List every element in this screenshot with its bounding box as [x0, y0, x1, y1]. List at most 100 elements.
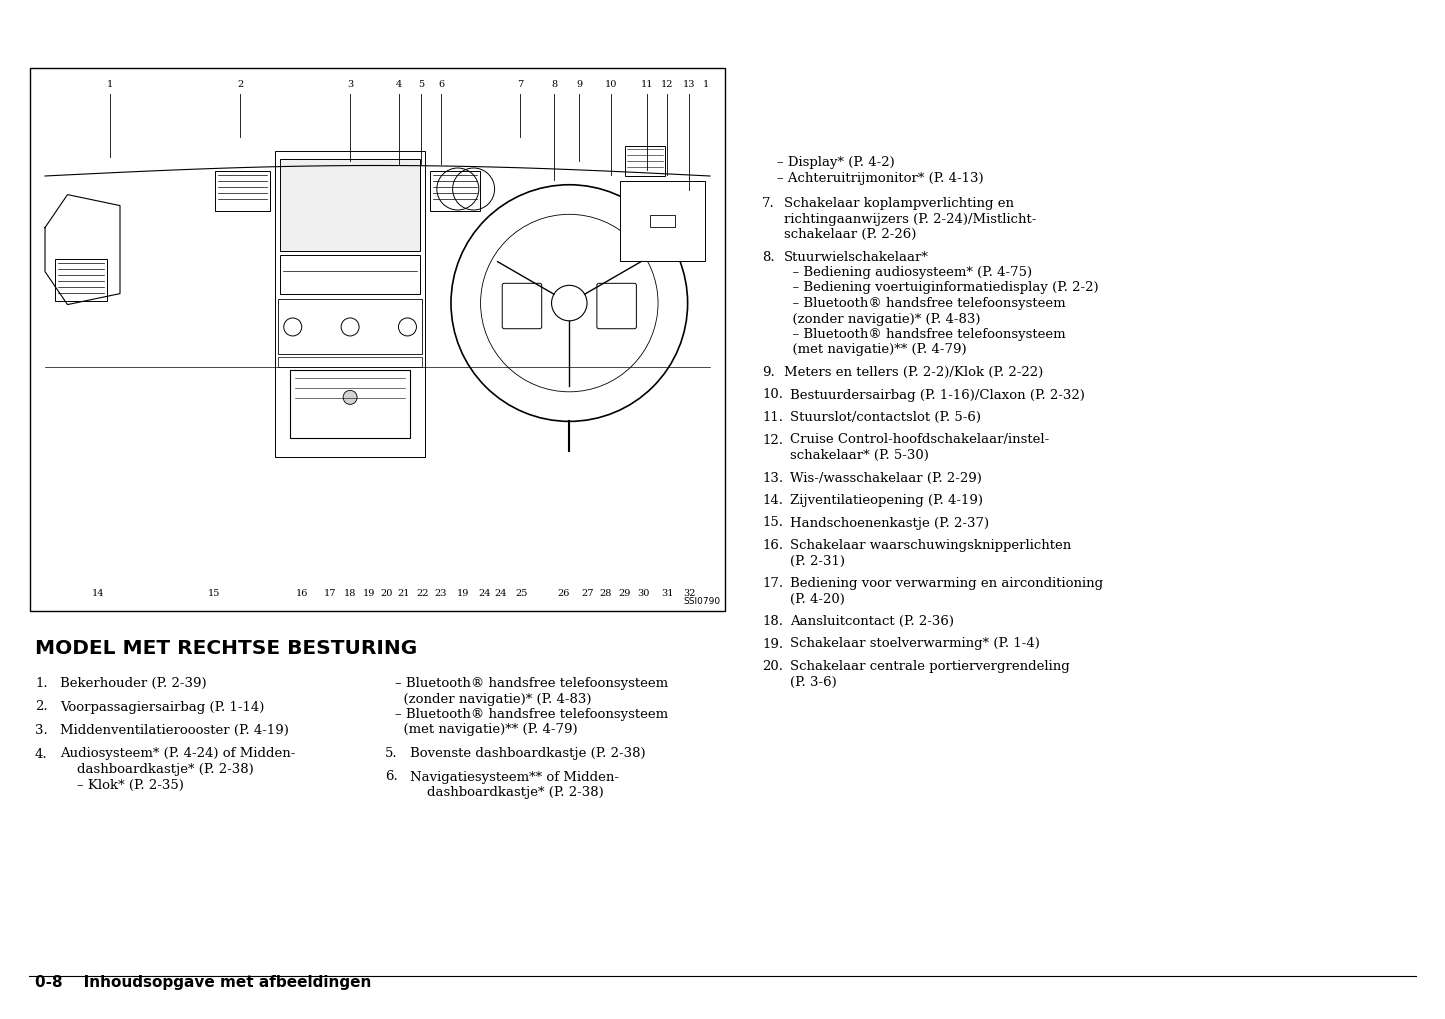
Text: 19.: 19. [762, 638, 783, 650]
Bar [55, 259, 107, 301]
Text: 19: 19 [363, 589, 376, 597]
Text: 30: 30 [637, 589, 649, 597]
Text: – Bluetooth® handsfree telefoonsysteem: – Bluetooth® handsfree telefoonsysteem [785, 328, 1065, 341]
Text: dashboardkastje* (P. 2-38): dashboardkastje* (P. 2-38) [61, 763, 254, 776]
Text: (P. 2-31): (P. 2-31) [790, 554, 845, 568]
Bar [626, 146, 665, 176]
Text: 6: 6 [438, 79, 444, 89]
Text: 20: 20 [381, 589, 393, 597]
Text: Bekerhouder (P. 2-39): Bekerhouder (P. 2-39) [61, 677, 207, 690]
Text: 10: 10 [605, 79, 617, 89]
Text: 7: 7 [517, 79, 523, 89]
Text: – Bluetooth® handsfree telefoonsysteem: – Bluetooth® handsfree telefoonsysteem [394, 708, 668, 721]
Text: 14.: 14. [762, 494, 783, 507]
Bar [277, 358, 422, 368]
Text: 21: 21 [397, 589, 410, 597]
Text: 3: 3 [347, 79, 353, 89]
Text: 17.: 17. [762, 577, 783, 590]
Bar [620, 181, 705, 261]
Text: 20.: 20. [762, 660, 783, 673]
Text: 6.: 6. [384, 770, 397, 784]
Text: 9.: 9. [762, 366, 775, 379]
Text: 11.: 11. [762, 411, 783, 424]
Text: Schakelaar centrale portiervergrendeling: Schakelaar centrale portiervergrendeling [790, 660, 1069, 673]
Text: Bediening voor verwarming en airconditioning: Bediening voor verwarming en airconditio… [790, 577, 1103, 590]
Text: 10.: 10. [762, 388, 783, 401]
Text: SSI0790: SSI0790 [683, 597, 720, 606]
Text: schakelaar* (P. 5-30): schakelaar* (P. 5-30) [790, 449, 929, 462]
Text: 23: 23 [435, 589, 448, 597]
FancyBboxPatch shape [503, 283, 542, 329]
Text: 24: 24 [494, 589, 507, 597]
Bar [275, 151, 425, 457]
Text: 14: 14 [91, 589, 104, 597]
Text: Stuurslot/contactslot (P. 5-6): Stuurslot/contactslot (P. 5-6) [790, 411, 981, 424]
Text: 29: 29 [618, 589, 631, 597]
Text: Stuurwielschakelaar*: Stuurwielschakelaar* [785, 251, 929, 264]
Text: Aansluitcontact (P. 2-36): Aansluitcontact (P. 2-36) [790, 615, 954, 628]
Text: – Bluetooth® handsfree telefoonsysteem: – Bluetooth® handsfree telefoonsysteem [394, 677, 668, 690]
Bar [280, 159, 420, 251]
Text: 15.: 15. [762, 517, 783, 530]
Bar [215, 171, 270, 211]
Text: 22: 22 [416, 589, 429, 597]
Text: Audiosysteem* (P. 4-24) of Midden-: Audiosysteem* (P. 4-24) of Midden- [61, 748, 295, 760]
Text: 1: 1 [702, 79, 709, 89]
Text: 8.: 8. [762, 251, 775, 264]
Text: – Bluetooth® handsfree telefoonsysteem: – Bluetooth® handsfree telefoonsysteem [785, 297, 1065, 310]
Text: 19: 19 [457, 589, 470, 597]
Text: (zonder navigatie)* (P. 4-83): (zonder navigatie)* (P. 4-83) [785, 313, 981, 325]
Circle shape [342, 390, 357, 405]
Text: 26: 26 [558, 589, 571, 597]
Text: 18.: 18. [762, 615, 783, 628]
Bar [277, 300, 422, 355]
Text: Voorpassagiersairbag (P. 1-14): Voorpassagiersairbag (P. 1-14) [61, 700, 264, 713]
Text: – Klok* (P. 2-35): – Klok* (P. 2-35) [61, 779, 184, 792]
Text: (P. 3-6): (P. 3-6) [790, 676, 837, 689]
Text: 2: 2 [237, 79, 243, 89]
Bar [30, 68, 725, 611]
Text: Schakelaar waarschuwingsknipperlichten: Schakelaar waarschuwingsknipperlichten [790, 539, 1071, 552]
Text: 16: 16 [296, 589, 308, 597]
Text: 9: 9 [577, 79, 582, 89]
Text: Bovenste dashboardkastje (P. 2-38): Bovenste dashboardkastje (P. 2-38) [410, 747, 646, 760]
Text: 7.: 7. [762, 197, 775, 210]
Text: 8: 8 [551, 79, 558, 89]
Text: Schakelaar stoelverwarming* (P. 1-4): Schakelaar stoelverwarming* (P. 1-4) [790, 638, 1040, 650]
Text: (P. 4-20): (P. 4-20) [790, 592, 845, 605]
Text: – Display* (P. 4-2): – Display* (P. 4-2) [777, 156, 894, 169]
Text: 11: 11 [640, 79, 653, 89]
Text: 15: 15 [208, 589, 220, 597]
Text: 3.: 3. [35, 725, 48, 737]
Text: 12.: 12. [762, 433, 783, 446]
Bar [650, 215, 675, 227]
Text: 13: 13 [682, 79, 695, 89]
Text: Navigatiesysteem** of Midden-: Navigatiesysteem** of Midden- [410, 770, 618, 784]
Text: 4.: 4. [35, 748, 48, 760]
Text: Bestuurdersairbag (P. 1-16)/Claxon (P. 2-32): Bestuurdersairbag (P. 1-16)/Claxon (P. 2… [790, 388, 1085, 401]
Text: 27: 27 [582, 589, 594, 597]
Text: 1: 1 [107, 79, 113, 89]
Text: – Achteruitrijmonitor* (P. 4-13): – Achteruitrijmonitor* (P. 4-13) [777, 171, 984, 184]
Text: Schakelaar koplampverlichting en: Schakelaar koplampverlichting en [785, 197, 1014, 210]
Text: 1.: 1. [35, 677, 48, 690]
Text: 24: 24 [478, 589, 491, 597]
Text: dashboardkastje* (P. 2-38): dashboardkastje* (P. 2-38) [410, 786, 604, 799]
Bar [290, 371, 410, 438]
Text: Cruise Control-hoofdschakelaar/instel-: Cruise Control-hoofdschakelaar/instel- [790, 433, 1049, 446]
Text: Zijventilatieopening (P. 4-19): Zijventilatieopening (P. 4-19) [790, 494, 983, 507]
Text: – Bediening audiosysteem* (P. 4-75): – Bediening audiosysteem* (P. 4-75) [785, 266, 1032, 279]
Text: Wis-/wasschakelaar (P. 2-29): Wis-/wasschakelaar (P. 2-29) [790, 472, 981, 484]
Text: 5.: 5. [384, 747, 397, 760]
Text: (met navigatie)** (P. 4-79): (met navigatie)** (P. 4-79) [394, 723, 578, 737]
Text: 28: 28 [600, 589, 613, 597]
Text: 2.: 2. [35, 700, 48, 713]
Text: (met navigatie)** (P. 4-79): (met navigatie)** (P. 4-79) [785, 343, 967, 357]
Text: 13.: 13. [762, 472, 783, 484]
Text: Handschoenenkastje (P. 2-37): Handschoenenkastje (P. 2-37) [790, 517, 990, 530]
Text: 31: 31 [660, 589, 673, 597]
FancyBboxPatch shape [597, 283, 636, 329]
Text: 32: 32 [682, 589, 695, 597]
Bar [431, 171, 480, 211]
Bar [280, 255, 420, 294]
